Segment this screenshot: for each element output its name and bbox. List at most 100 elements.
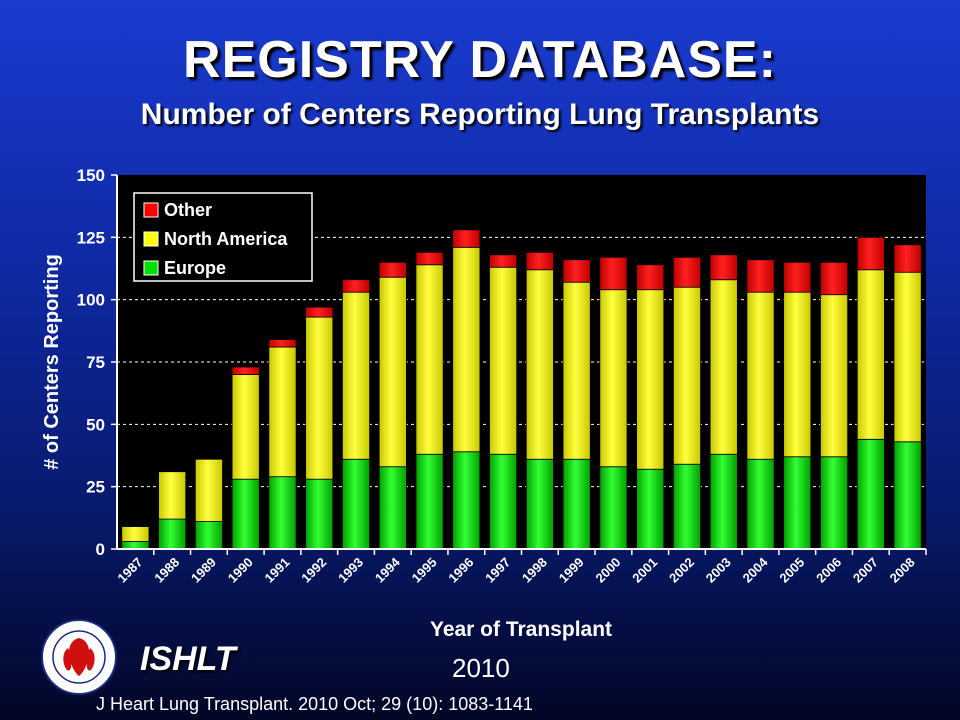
y-tick-label: 0 [96,540,105,559]
legend-label-europe: Europe [164,258,226,278]
x-tick-label: 1997 [482,555,513,586]
bar-north-america-1992 [305,316,334,480]
bar-other-2002 [672,256,701,288]
bar-other-1997 [489,254,518,268]
bar-europe-1990 [231,478,260,550]
bar-north-america-2003 [709,279,738,455]
bar-other-1996 [452,229,481,248]
bar-north-america-1991 [268,346,297,478]
y-tick-label: 25 [86,478,105,497]
y-tick-label: 125 [77,228,105,247]
bar-north-america-1988 [158,471,187,520]
x-tick-label: 1996 [445,555,476,586]
bar-europe-2002 [672,463,701,550]
x-tick-label: 1993 [335,555,366,586]
bar-other-2004 [746,259,775,293]
legend: Other North America Europe [133,192,313,282]
bar-europe-1994 [378,466,407,550]
ishlt-logo-icon [41,619,117,695]
y-tick-label: 50 [86,415,105,434]
bar-europe-2003 [709,453,738,550]
x-tick-label: 2001 [629,555,660,586]
bar-europe-2005 [783,456,812,550]
bar-north-america-1996 [452,246,481,453]
bar-north-america-2004 [746,291,775,460]
y-axis-title: # of Centers Reporting [41,254,63,470]
legend-swatch-north-america [143,231,159,247]
x-tick-label: 1989 [188,555,219,586]
bar-north-america-2002 [672,286,701,465]
report-year: 2010 [452,653,510,683]
bar-europe-1996 [452,451,481,550]
x-tick-label: 1999 [556,555,587,586]
page-subtitle: Number of Centers Reporting Lung Transpl… [140,98,820,131]
bar-north-america-1990 [231,374,260,480]
bar-north-america-2006 [820,294,849,458]
legend-label-north-america: North America [164,229,288,249]
bar-north-america-1999 [562,281,591,460]
bar-north-america-1994 [378,276,407,468]
bar-north-america-1993 [342,291,371,460]
bar-other-1994 [378,261,407,278]
bar-north-america-1995 [415,264,444,455]
bar-north-america-2007 [856,269,885,440]
bar-europe-2007 [856,438,885,550]
bar-other-1999 [562,259,591,283]
bar-north-america-1989 [194,458,223,522]
bar-europe-2008 [893,441,922,550]
bar-europe-1995 [415,453,444,550]
bar-other-2007 [856,236,885,271]
bar-north-america-2000 [599,289,628,468]
x-tick-label: 1988 [151,555,182,586]
x-tick-label: 1992 [298,555,329,586]
bar-europe-2004 [746,458,775,550]
bar-north-america-2005 [783,291,812,458]
bar-north-america-1987 [121,526,150,542]
x-tick-label: 2007 [850,555,881,586]
y-tick-label: 150 [77,166,105,185]
legend-label-other: Other [164,200,212,220]
bar-europe-1992 [305,478,334,550]
bar-other-2000 [599,256,628,291]
bar-europe-2006 [820,456,849,550]
bar-europe-2001 [636,468,665,550]
bar-north-america-2008 [893,271,922,443]
x-tick-label: 2006 [813,555,844,586]
x-tick-label: 2003 [703,555,734,586]
bar-other-1993 [342,279,371,293]
bar-other-1991 [268,339,297,348]
bar-europe-1993 [342,458,371,550]
bar-europe-2000 [599,466,628,550]
bar-europe-1989 [194,521,223,550]
bar-north-america-1997 [489,266,518,455]
bar-other-2001 [636,264,665,291]
bar-europe-1999 [562,458,591,550]
x-tick-label: 1994 [372,554,404,586]
bar-other-1992 [305,306,334,318]
x-tick-label: 2008 [887,555,918,586]
org-label: ISHLT [140,640,236,678]
x-tick-label: 1987 [114,555,145,586]
legend-swatch-europe [143,260,159,276]
bar-other-1995 [415,251,444,266]
page-title: REGISTRY DATABASE: [183,31,777,89]
bar-other-1990 [231,366,260,375]
y-tick-label: 75 [86,353,105,372]
x-tick-label: 1991 [262,555,293,586]
bar-other-2006 [820,261,849,296]
bar-other-2008 [893,244,922,273]
x-tick-label: 1998 [519,555,550,586]
bars [121,229,922,550]
bar-europe-1991 [268,476,297,550]
x-tick-label: 1990 [225,555,256,586]
bar-europe-1998 [525,458,554,550]
bar-europe-1987 [121,541,150,550]
legend-swatch-other [143,202,159,218]
bar-other-2003 [709,254,738,281]
bar-north-america-1998 [525,269,554,460]
x-tick-label: 2002 [666,555,697,586]
x-tick-label: 1995 [409,555,440,586]
x-tick-label: 2004 [740,554,772,586]
bar-europe-1997 [489,453,518,550]
y-tick-label: 100 [77,291,105,310]
